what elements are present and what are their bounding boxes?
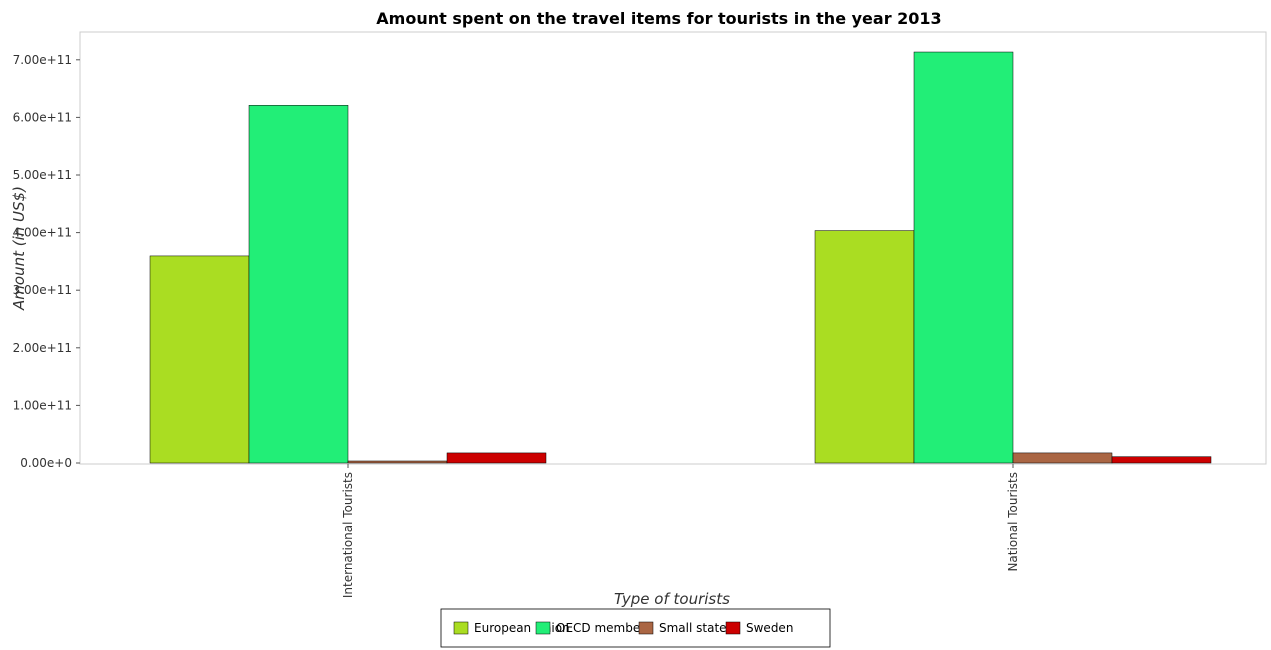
y-tick-label: 5.00e+11: [13, 168, 72, 182]
y-tick-label: 7.00e+11: [13, 53, 72, 67]
bar: [446, 452, 547, 464]
y-axis: 0.00e+0 1.00e+11 2.00e+11 3.00e+11 4.00e+11 5…: [13, 53, 80, 470]
bar: [814, 230, 915, 464]
y-tick-label: 4.00e+11: [13, 226, 72, 240]
x-tick-label: National Tourists: [1006, 472, 1020, 572]
bar: [913, 51, 1014, 464]
bars: [149, 51, 1212, 464]
y-tick-label: 0.00e+0: [20, 456, 72, 470]
legend-label: Sweden: [746, 621, 793, 635]
legend-swatch: [638, 621, 654, 635]
chart-title: Amount spent on the travel items for tou…: [376, 9, 941, 28]
legend-label: OECD members: [556, 621, 651, 635]
bar: [1111, 456, 1212, 464]
y-tick-label: 1.00e+11: [13, 398, 72, 412]
bar: [248, 105, 349, 464]
y-tick-label: 6.00e+11: [13, 110, 72, 124]
x-axis-label: Type of tourists: [614, 590, 730, 608]
legend-swatch: [535, 621, 551, 635]
legend-label: Small states: [659, 621, 733, 635]
x-tick-label: International Tourists: [341, 472, 355, 598]
legend-swatch: [453, 621, 469, 635]
bar: [1012, 452, 1113, 464]
y-axis-label: Amount (in US$): [10, 186, 28, 311]
x-axis: International Tourists National Tourists: [341, 464, 1020, 598]
bar: [347, 460, 448, 464]
legend-swatch: [725, 621, 741, 635]
y-tick-label: 3.00e+11: [13, 283, 72, 297]
legend-box: [440, 608, 831, 648]
y-tick-label: 2.00e+11: [13, 341, 72, 355]
bar: [149, 255, 250, 464]
